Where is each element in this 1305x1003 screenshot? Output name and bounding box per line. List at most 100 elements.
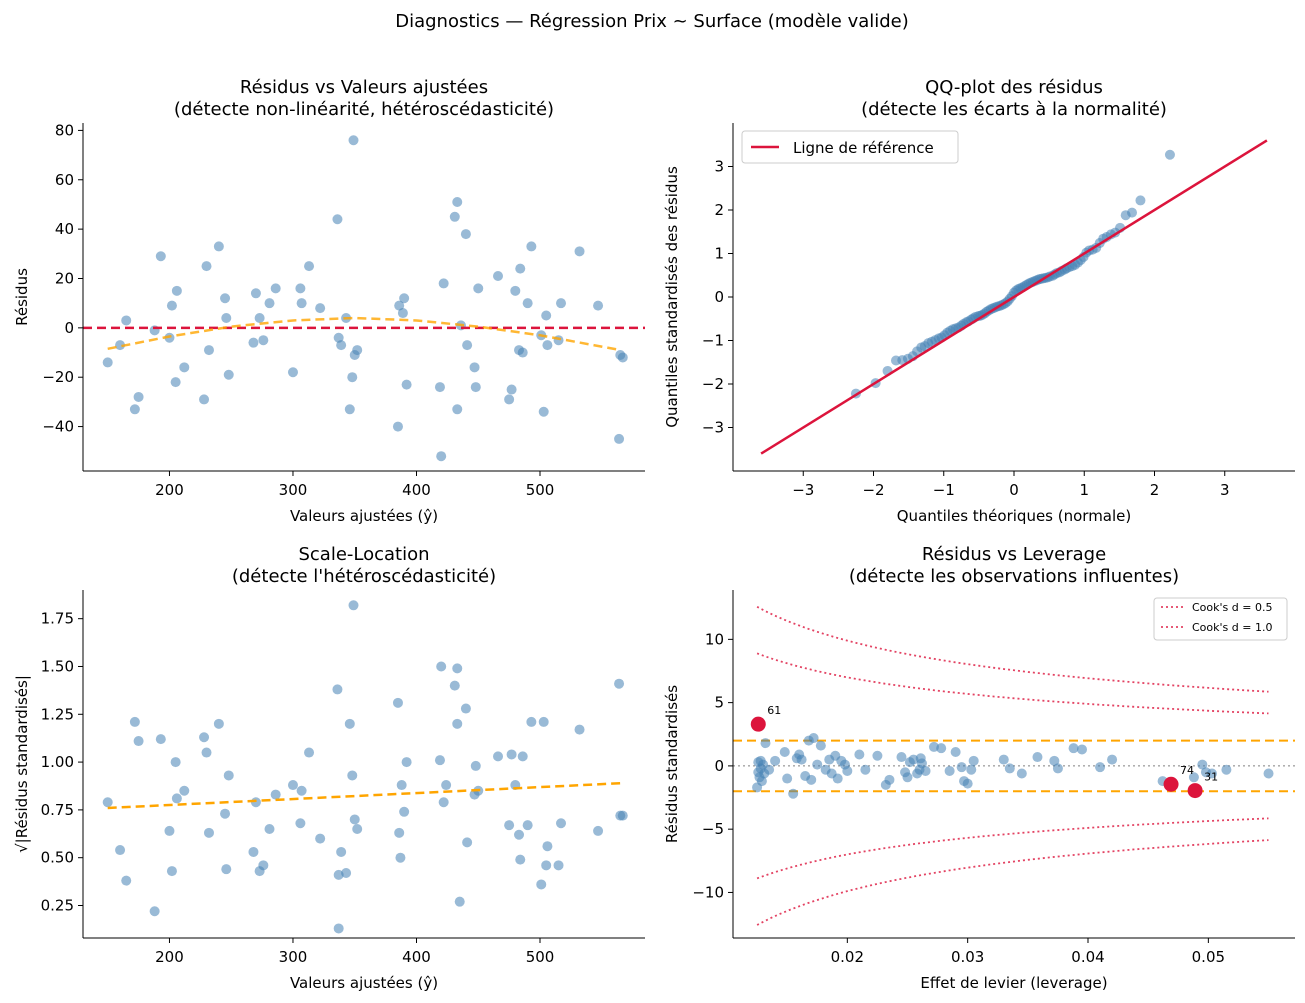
- data-point: [593, 300, 604, 311]
- data-point: [1107, 754, 1118, 765]
- data-point: [515, 263, 526, 274]
- x-tick-label: 500: [526, 948, 555, 966]
- y-tick-label: 1.25: [41, 705, 74, 723]
- influential-point: [1187, 783, 1203, 799]
- data-point: [221, 864, 232, 875]
- data-point: [399, 806, 410, 817]
- data-point: [815, 740, 826, 751]
- plot-area: [733, 606, 1295, 926]
- data-point: [1052, 763, 1063, 774]
- data-point: [201, 261, 212, 272]
- x-tick-label: 400: [402, 948, 431, 966]
- data-point: [962, 778, 973, 789]
- data-point: [449, 211, 460, 222]
- cook-distance-curve: [756, 839, 1269, 926]
- data-point: [315, 833, 326, 844]
- x-tick-label: 0.05: [1192, 948, 1225, 966]
- data-point: [538, 716, 549, 727]
- data-point: [115, 340, 126, 351]
- y-tick-label: 0.25: [41, 896, 74, 914]
- influential-label: 61: [767, 704, 781, 717]
- data-point: [522, 820, 533, 831]
- influential-label: 74: [1180, 764, 1194, 777]
- data-point: [179, 362, 190, 373]
- influential-point: [750, 716, 766, 732]
- data-point: [968, 755, 979, 766]
- data-point: [788, 788, 799, 799]
- y-tick-label: 60: [55, 171, 74, 189]
- data-point: [1221, 764, 1232, 775]
- x-tick-label: 300: [279, 948, 308, 966]
- data-point: [574, 246, 585, 257]
- data-point: [223, 369, 234, 380]
- data-point: [333, 923, 344, 934]
- data-point: [170, 377, 181, 388]
- data-point: [1016, 768, 1027, 779]
- data-point: [510, 285, 521, 296]
- data-point: [504, 394, 515, 405]
- cook-distance-curve: [756, 652, 1269, 715]
- y-tick-label: 1.50: [41, 657, 74, 675]
- data-point: [336, 340, 347, 351]
- data-point: [452, 663, 463, 674]
- cook-distance-curve: [756, 606, 1269, 693]
- data-point: [304, 747, 315, 758]
- data-point: [902, 772, 913, 783]
- x-axis-label: Valeurs ajustées (ŷ): [290, 974, 438, 992]
- y-tick-label: 0.75: [41, 801, 74, 819]
- data-point: [832, 773, 843, 784]
- panel-title: Résidus vs Leverage: [922, 544, 1106, 565]
- data-point: [344, 718, 355, 729]
- legend-box: [1153, 597, 1288, 641]
- y-tick-label: −3: [702, 419, 724, 437]
- plot-area: [83, 135, 645, 462]
- data-point: [332, 684, 343, 695]
- panel-subtitle: (détecte non-linéarité, hétéroscédastici…: [174, 99, 554, 120]
- y-axis-label: Quantiles standardisés des résidus: [663, 166, 681, 428]
- data-point: [1004, 763, 1015, 774]
- x-tick-label: −1: [933, 481, 955, 499]
- data-point: [764, 764, 775, 775]
- data-point: [956, 762, 967, 773]
- data-point: [438, 797, 449, 808]
- data-point: [452, 196, 463, 207]
- data-point: [1049, 755, 1060, 766]
- data-point: [295, 283, 306, 294]
- legend-label: Cook's d = 0.5: [1192, 601, 1272, 614]
- data-point: [1076, 744, 1087, 755]
- data-point: [220, 808, 231, 819]
- data-point: [348, 135, 359, 146]
- data-point: [287, 367, 298, 378]
- data-point: [617, 810, 628, 821]
- data-point: [347, 372, 358, 383]
- x-tick-label: 0.02: [831, 948, 864, 966]
- data-point: [179, 785, 190, 796]
- data-point: [556, 818, 567, 829]
- data-point: [434, 382, 445, 393]
- data-point: [506, 384, 517, 395]
- x-tick-label: 0: [1009, 481, 1019, 499]
- data-point: [171, 285, 182, 296]
- data-point: [129, 404, 140, 415]
- data-point: [812, 759, 823, 770]
- data-point: [121, 315, 132, 326]
- y-tick-label: −1: [702, 332, 724, 350]
- x-tick-label: 500: [526, 481, 555, 499]
- legend: Cook's d = 0.5 Cook's d = 1.0: [1153, 597, 1288, 641]
- data-point: [553, 860, 564, 871]
- data-point: [614, 678, 625, 689]
- y-tick-label: 0: [714, 757, 724, 775]
- data-point: [514, 829, 525, 840]
- data-point: [896, 752, 907, 763]
- data-point: [1127, 207, 1138, 218]
- cook-distance-curve: [756, 817, 1269, 880]
- data-point: [526, 241, 537, 252]
- data-point: [213, 718, 224, 729]
- data-point: [270, 789, 281, 800]
- data-point: [469, 362, 480, 373]
- y-tick-label: −10: [692, 883, 724, 901]
- data-point: [223, 770, 234, 781]
- data-point: [779, 746, 790, 757]
- data-point: [248, 337, 259, 348]
- data-point: [270, 283, 281, 294]
